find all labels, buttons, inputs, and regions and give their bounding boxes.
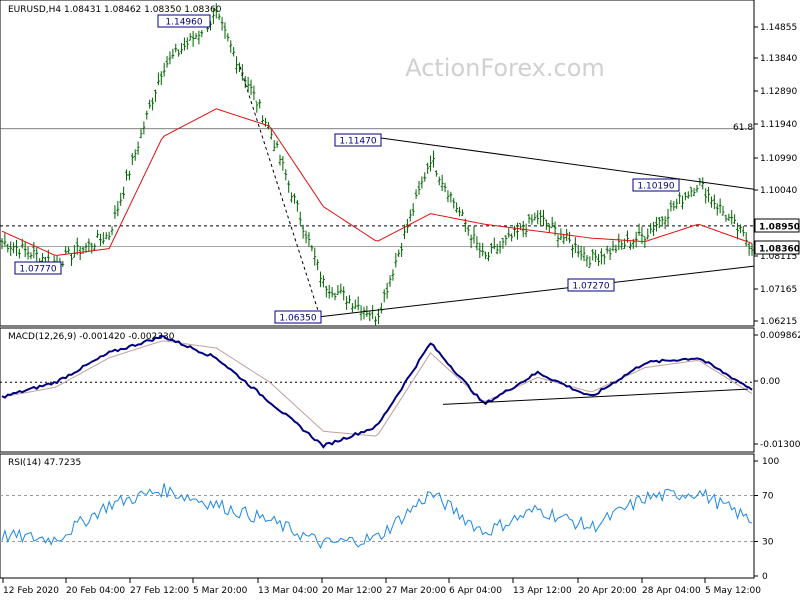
x-axis-label: 27 Mar 20:00 [386, 586, 446, 596]
macd-header: MACD(12,26,9) -0.001420 -0.002330 [8, 332, 175, 342]
rsi-axis-label: 30 [762, 538, 774, 548]
macd-layer [0, 334, 754, 449]
x-axis-label: 20 Mar 12:00 [322, 586, 382, 596]
macd-trendline [442, 388, 749, 405]
x-axis-label: 20 Apr 20:00 [578, 586, 637, 596]
rsi-panel-frame [0, 453, 755, 579]
price-label-text: 1.07270 [572, 282, 609, 292]
price-label-box [632, 178, 680, 192]
price-label-text: 1.06350 [279, 314, 316, 324]
price-axis-label: 1.11940 [760, 120, 797, 130]
macd-axis-label: 0.009862 [760, 331, 800, 341]
price-axis-label: 1.07165 [760, 285, 797, 295]
level-price-box: 1.08950 [754, 218, 800, 233]
x-axis-label: 5 May 12:00 [705, 586, 761, 596]
x-axis-label: 5 Mar 20:00 [193, 586, 248, 596]
macd-panel-frame [0, 327, 755, 453]
macd-axis-label: -0.013002 [760, 440, 800, 450]
price-label: 1.07270 [567, 278, 615, 292]
fib-label: 61.8 [733, 123, 753, 133]
price-label-box [567, 278, 615, 292]
price-axis-label: 1.13840 [760, 54, 797, 64]
macd-axis-label: 0.00 [760, 377, 780, 387]
level-price-box-text: 1.08950 [759, 223, 800, 233]
x-axis-label: 13 Mar 04:00 [258, 586, 318, 596]
macd-signal-line [1, 340, 753, 437]
price-label: 1.06350 [274, 310, 322, 324]
price-bars [0, 3, 754, 327]
price-label: 1.10190 [632, 178, 680, 192]
rsi-header: RSI(14) 47.7235 [8, 458, 81, 468]
symbol-header: EURUSD,H4 1.08431 1.08462 1.08350 1.0836… [8, 5, 222, 15]
x-axis-label: 12 Feb 2020 [3, 586, 59, 596]
price-axis-label: 1.10040 [760, 186, 797, 196]
lower-trendline [319, 265, 755, 318]
price-label-box [274, 310, 322, 324]
price-layer: 1.14960 1.11470 1.10190 1.07770 1.07270 1.063… [0, 3, 755, 327]
rsi-axis-label: 70 [762, 492, 774, 502]
moving-average-line [1, 108, 753, 256]
price-label: 1.07770 [14, 261, 62, 275]
price-label: 1.11470 [334, 133, 382, 147]
price-axis-label: 1.06215 [760, 317, 797, 327]
x-axis-label: 13 Apr 12:00 [513, 586, 572, 596]
current-price-box: 1.08360 [754, 240, 800, 255]
macd-line [1, 334, 753, 449]
x-axis-label: 27 Feb 12:00 [130, 586, 189, 596]
price-label-text: 1.14960 [165, 18, 202, 28]
price-axis-label: 1.08115 [760, 252, 797, 262]
price-label: 1.14960 [157, 14, 211, 28]
price-label-text: 1.10190 [637, 182, 674, 192]
rsi-axis-label: 100 [762, 457, 779, 467]
price-label-box [334, 133, 382, 147]
price-label-box [157, 14, 211, 28]
x-axis-label: 28 Apr 04:00 [642, 586, 701, 596]
upper-trendline [379, 137, 755, 190]
price-label-text: 1.07770 [19, 265, 56, 275]
current-price-box-text: 1.08360 [759, 245, 800, 255]
decline-dotted-line [239, 66, 321, 317]
x-axis-label: 6 Apr 04:00 [449, 586, 502, 596]
rsi-layer [0, 483, 754, 549]
price-axis-label: 1.14855 [760, 23, 797, 33]
price-label-text: 1.11470 [339, 137, 376, 147]
price-axis-label: 1.10990 [760, 154, 797, 164]
axis-layer: 1.14855 1.13840 1.12890 1.11940 1.10990 1.100… [2, 23, 800, 596]
watermark: ActionForex.com [405, 54, 605, 82]
rsi-axis-label: 0 [762, 572, 768, 582]
price-label-box [14, 261, 62, 275]
rsi-line [1, 483, 753, 549]
level-price-box-rect [754, 218, 800, 233]
current-price-box-rect [754, 240, 800, 255]
price-panel-frame [0, 0, 755, 327]
x-axis-label: 20 Feb 04:00 [66, 586, 125, 596]
price-axis-label: 1.12890 [760, 87, 797, 97]
